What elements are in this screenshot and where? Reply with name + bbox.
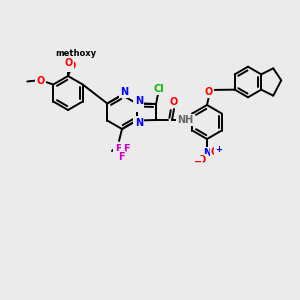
Text: O: O: [68, 61, 76, 71]
Text: O: O: [211, 147, 219, 157]
Text: methoxy: methoxy: [56, 49, 97, 58]
Text: O: O: [198, 155, 206, 165]
Text: N: N: [135, 118, 143, 128]
Text: Cl: Cl: [154, 84, 164, 94]
Text: N: N: [135, 97, 143, 106]
Text: O: O: [65, 58, 73, 68]
Text: F: F: [115, 144, 121, 154]
Text: NH: NH: [177, 115, 193, 125]
Text: N: N: [203, 148, 211, 158]
Text: F: F: [123, 144, 129, 154]
Text: O: O: [170, 97, 178, 107]
Text: N: N: [120, 87, 128, 97]
Text: O: O: [205, 87, 213, 97]
Text: O: O: [36, 76, 44, 85]
Text: +: +: [215, 145, 223, 154]
Text: F: F: [118, 152, 124, 162]
Text: N: N: [135, 100, 143, 110]
Text: −: −: [194, 157, 202, 167]
